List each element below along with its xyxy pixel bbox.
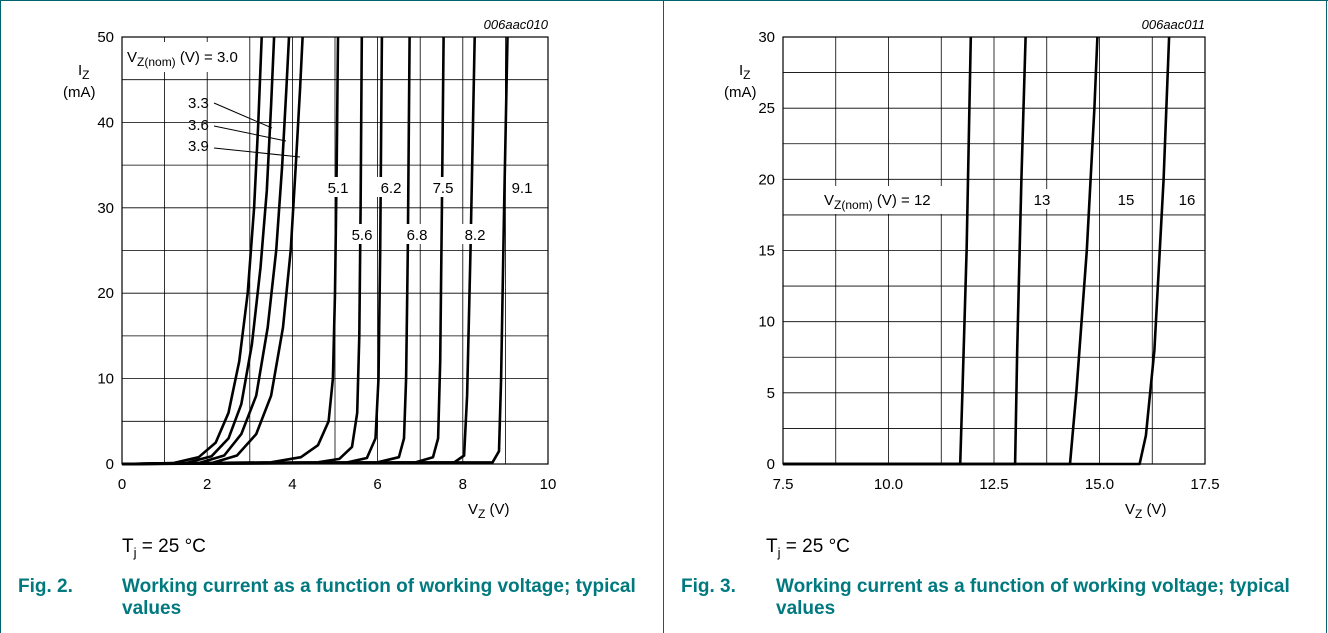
curve-3.3 xyxy=(121,36,276,466)
table-top-border xyxy=(0,0,1328,1)
curve-label-bg xyxy=(508,177,536,197)
curve-label: 8.2 xyxy=(465,227,486,244)
series-label-bg xyxy=(126,42,242,72)
curve-label-bg xyxy=(429,177,457,197)
y-tick-label: 15 xyxy=(758,243,775,260)
figure-code: 006aac011 xyxy=(1142,17,1205,32)
curve-label: 6.8 xyxy=(407,227,428,244)
y-tick-label: 0 xyxy=(106,456,114,473)
x-tick-label: 17.5 xyxy=(1190,476,1219,493)
curve-label: 15 xyxy=(1118,192,1135,209)
curve-label: 7.5 xyxy=(433,180,454,197)
fig3-caption-number: Fig. 3. xyxy=(681,576,736,597)
curve-label-bg xyxy=(377,177,405,197)
y-tick-label: 0 xyxy=(767,456,775,473)
y-tick-label: 40 xyxy=(97,114,114,131)
curve-label: 3.6 xyxy=(188,117,209,134)
curve-label-bg xyxy=(1028,189,1056,209)
curve-label: 13 xyxy=(1034,192,1051,209)
curve-5.1 xyxy=(121,36,340,466)
curve-label: 3.9 xyxy=(188,138,209,155)
x-tick-label: 15.0 xyxy=(1085,476,1114,493)
curve-label: 5.6 xyxy=(352,227,373,244)
curve-label: 5.1 xyxy=(328,180,349,197)
fig2-temperature-condition: Tj = 25 °C xyxy=(122,536,206,560)
x-tick-label: 12.5 xyxy=(979,476,1008,493)
y-tick-label: 20 xyxy=(97,285,114,302)
x-tick-label: 10 xyxy=(540,476,557,493)
figure-3-chart: 0 5 10 15 20 25 30 7.5 10.0 12.5 15.0 17.5 006aac011… xyxy=(724,17,1220,521)
curve-label-bg xyxy=(324,177,352,197)
y-tick-label: 5 xyxy=(767,385,775,402)
table-middle-border xyxy=(663,0,664,633)
curve-label-bg xyxy=(1173,189,1201,209)
curve-label: 9.1 xyxy=(512,180,533,197)
x-tick-label: 6 xyxy=(373,476,381,493)
curve-label: 3.3 xyxy=(188,95,209,112)
y-axis-unit: (mA) xyxy=(724,84,757,101)
curve-16 xyxy=(783,36,1171,466)
y-tick-label: 30 xyxy=(758,29,775,46)
curve-9.1 xyxy=(121,36,509,466)
x-tick-label: 8 xyxy=(459,476,467,493)
figure-2-chart: 0 10 20 30 40 50 0 2 4 6 8 10 006aac010 IZ (mA) VZ (V) V… xyxy=(63,17,557,521)
x-tick-label: 4 xyxy=(288,476,296,493)
y-tick-label: 25 xyxy=(758,100,775,117)
curve-label-bg xyxy=(1112,189,1140,209)
series-label: VZ(nom) (V) = 3.0 xyxy=(127,49,238,69)
curve-label-bg xyxy=(461,224,489,244)
curve-label-bg xyxy=(403,224,431,244)
x-tick-label: 10.0 xyxy=(874,476,903,493)
x-axis-label: VZ (V) xyxy=(468,501,510,521)
y-axis-label: IZ xyxy=(739,62,751,82)
curve-label: 6.2 xyxy=(381,180,402,197)
table-left-border xyxy=(0,0,1,633)
leader-line xyxy=(213,102,273,129)
figure-code: 006aac010 xyxy=(484,17,549,32)
table-right-border xyxy=(1326,0,1327,633)
y-axis-label: IZ xyxy=(78,62,90,82)
y-tick-label: 50 xyxy=(97,29,114,46)
fig2-caption-title: Working current as a function of working… xyxy=(122,576,636,619)
curve-label-bg xyxy=(348,224,376,244)
fig2-caption-number: Fig. 2. xyxy=(18,576,73,597)
series-label-bg xyxy=(814,186,966,214)
x-axis-label: VZ (V) xyxy=(1125,501,1167,521)
x-tick-label: 2 xyxy=(203,476,211,493)
y-tick-label: 10 xyxy=(97,371,114,388)
y-tick-label: 10 xyxy=(758,314,775,331)
curve-3.0 xyxy=(121,36,263,466)
leader-line xyxy=(213,147,301,158)
series-label: VZ(nom) (V) = 12 xyxy=(824,192,931,212)
y-axis-unit: (mA) xyxy=(63,84,96,101)
y-tick-label: 20 xyxy=(758,171,775,188)
curve-3.9 xyxy=(121,36,304,466)
leader-line xyxy=(213,125,287,142)
x-tick-label: 7.5 xyxy=(773,476,794,493)
fig3-temperature-condition: Tj = 25 °C xyxy=(766,536,850,560)
curve-3.6 xyxy=(121,36,291,466)
fig3-caption-title: Working current as a function of working… xyxy=(776,576,1290,619)
x-tick-label: 0 xyxy=(118,476,126,493)
curve-label: 16 xyxy=(1179,192,1196,209)
y-tick-label: 30 xyxy=(97,200,114,217)
